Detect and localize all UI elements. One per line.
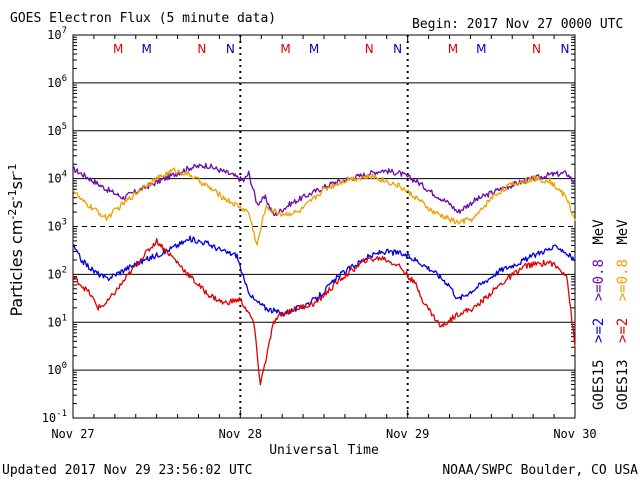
day-marker: N xyxy=(393,42,402,56)
legend-goes15: GOES15 >=2 >=0.8 MeV xyxy=(591,219,607,410)
day-marker: M xyxy=(280,42,290,56)
svg-text:GOES15 >=2 >=0.8: GOES15 >=2 >=0.8 MeV xyxy=(591,219,607,410)
y-tick-label: 105 xyxy=(47,122,67,138)
x-axis-label: Universal Time xyxy=(269,443,379,458)
x-tick-label: Nov 29 xyxy=(386,427,429,441)
y-tick-label: 100 xyxy=(47,361,67,377)
legend-mev-2: MeV xyxy=(615,219,631,245)
series-line xyxy=(72,237,576,386)
x-tick-label: Nov 27 xyxy=(51,427,94,441)
day-marker: N xyxy=(226,42,235,56)
legend-goes13: GOES13 >=2 >=0.8 MeV xyxy=(615,219,631,410)
day-marker: M xyxy=(448,42,458,56)
svg-text:GOES13 >=2 >=0.8: GOES13 >=2 >=0.8 MeV xyxy=(615,219,631,410)
y-tick-label: 10-1 xyxy=(42,409,67,425)
y-tick-label: 106 xyxy=(47,74,67,90)
legend-goes13-ge2: >=2 xyxy=(615,318,631,343)
legend-goes15-label: GOES15 xyxy=(591,359,607,410)
legend-mev-1: MeV xyxy=(591,219,607,245)
y-tick-label: 102 xyxy=(47,265,67,281)
credit-text: NOAA/SWPC Boulder, CO USA xyxy=(442,463,638,478)
x-tick-labels: Nov 27 Nov 28 Nov 29 Nov 30 xyxy=(51,427,596,441)
legend-goes13-label: GOES13 xyxy=(615,359,631,410)
updated-timestamp: Updated 2017 Nov 29 23:56:02 UTC xyxy=(2,463,252,478)
day-marker: M xyxy=(141,42,151,56)
y-tick-label: 101 xyxy=(47,313,67,329)
day-marker: N xyxy=(561,42,570,56)
day-marker: M xyxy=(113,42,123,56)
x-tick-label: Nov 30 xyxy=(553,427,596,441)
chart-title: GOES Electron Flux (5 minute data) xyxy=(10,11,276,26)
series-line xyxy=(72,162,576,217)
grid-layer xyxy=(73,34,575,419)
y-tick-label: 104 xyxy=(47,170,67,186)
day-marker: M xyxy=(476,42,486,56)
y-tick-label: 103 xyxy=(47,218,67,234)
day-marker: N xyxy=(197,42,206,56)
y-axis-label: Particles cm-2s-1sr-1 xyxy=(6,163,26,316)
day-marker: N xyxy=(365,42,374,56)
day-marker: M xyxy=(309,42,319,56)
series-line xyxy=(72,167,576,246)
day-separators xyxy=(72,35,576,418)
y-tick-labels: 10-1 100 101 102 103 104 105 106 107 xyxy=(42,26,67,425)
x-tick-label: Nov 28 xyxy=(219,427,262,441)
begin-date: Begin: 2017 Nov 27 0000 UTC xyxy=(412,17,623,32)
legend-goes15-ge2: >=2 xyxy=(591,318,607,343)
y-tick-label: 107 xyxy=(47,26,67,42)
day-marker: N xyxy=(532,42,541,56)
legend-goes15-ge08: >=0.8 xyxy=(591,259,607,301)
series-layer xyxy=(72,162,576,386)
legend-goes13-ge08: >=0.8 xyxy=(615,259,631,301)
series-line xyxy=(72,235,576,317)
